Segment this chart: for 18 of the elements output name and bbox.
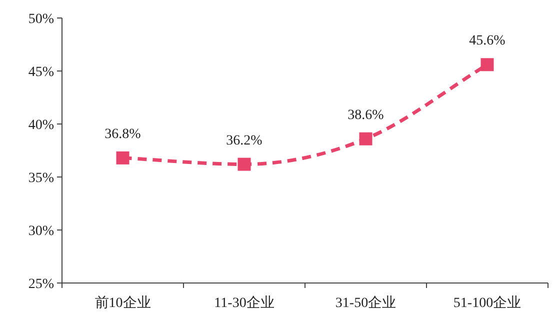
y-tick-label: 50% bbox=[28, 12, 54, 27]
point bbox=[480, 58, 494, 72]
y-tick-label: 25% bbox=[28, 277, 54, 292]
y-tick-label: 45% bbox=[28, 65, 54, 80]
x-tick-label: 31-50企业 bbox=[335, 295, 396, 311]
y-tick-label: 30% bbox=[28, 224, 54, 239]
data-label: 45.6% bbox=[469, 34, 506, 49]
point bbox=[359, 132, 372, 146]
y-tick-label: 35% bbox=[28, 171, 54, 186]
data-label: 36.2% bbox=[226, 133, 263, 148]
x-tick-label: 前10企业 bbox=[94, 295, 151, 311]
data-label: 36.8% bbox=[104, 126, 142, 142]
x-tick-label: 11-30企业 bbox=[214, 295, 274, 311]
point bbox=[116, 151, 130, 164]
y-tick-label: 40% bbox=[28, 118, 54, 133]
point bbox=[238, 158, 251, 171]
data-label: 38.6% bbox=[348, 108, 384, 123]
x-tick-label: 51-100企业 bbox=[453, 295, 522, 311]
